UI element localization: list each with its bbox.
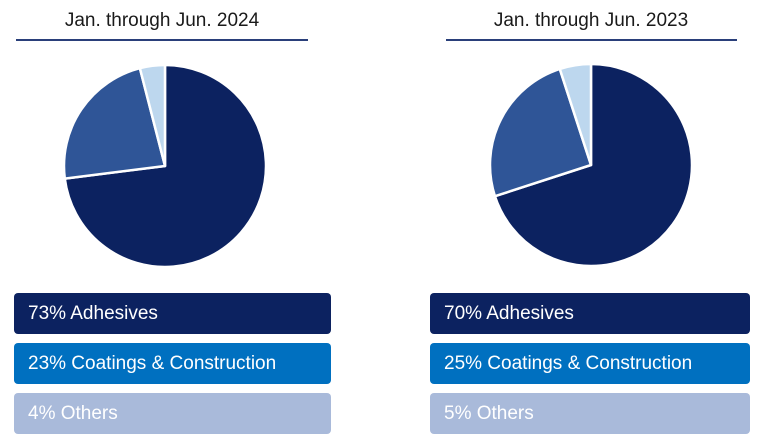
legend-2024: 73% Adhesives 23% Coatings & Constructio… bbox=[14, 293, 331, 443]
legend-item-coatings-construction: 23% Coatings & Construction bbox=[14, 343, 331, 384]
legend-item-coatings-construction: 25% Coatings & Construction bbox=[430, 343, 750, 384]
pie-chart-2024 bbox=[62, 63, 268, 269]
pie-chart-2023 bbox=[488, 62, 694, 268]
legend-item-others: 5% Others bbox=[430, 393, 750, 434]
legend-item-adhesives: 73% Adhesives bbox=[14, 293, 331, 334]
pie-slice-others bbox=[558, 62, 593, 167]
title-underline-2023 bbox=[446, 39, 737, 41]
chart-panel-2024: Jan. through Jun. 2024 73% Adhesives 23%… bbox=[14, 0, 344, 447]
pie-slice-coatings-construction bbox=[488, 67, 593, 198]
chart-panel-2023: Jan. through Jun. 2023 70% Adhesives 25%… bbox=[430, 0, 750, 447]
pie-slice-coatings-construction bbox=[62, 66, 167, 180]
pie-slice-adhesives bbox=[493, 62, 694, 268]
pie-slice-others bbox=[138, 63, 167, 168]
legend-item-others: 4% Others bbox=[14, 393, 331, 434]
legend-item-adhesives: 70% Adhesives bbox=[430, 293, 750, 334]
legend-2023: 70% Adhesives 25% Coatings & Constructio… bbox=[430, 293, 750, 443]
chart-title-2023: Jan. through Jun. 2023 bbox=[493, 10, 689, 31]
chart-title-2024: Jan. through Jun. 2024 bbox=[64, 10, 260, 31]
title-underline-2024 bbox=[16, 39, 308, 41]
